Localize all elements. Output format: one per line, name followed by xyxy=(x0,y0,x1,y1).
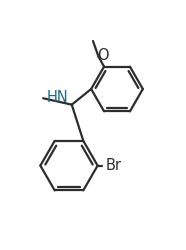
Text: Br: Br xyxy=(105,158,121,173)
Text: HN: HN xyxy=(47,90,69,105)
Text: O: O xyxy=(97,48,109,63)
